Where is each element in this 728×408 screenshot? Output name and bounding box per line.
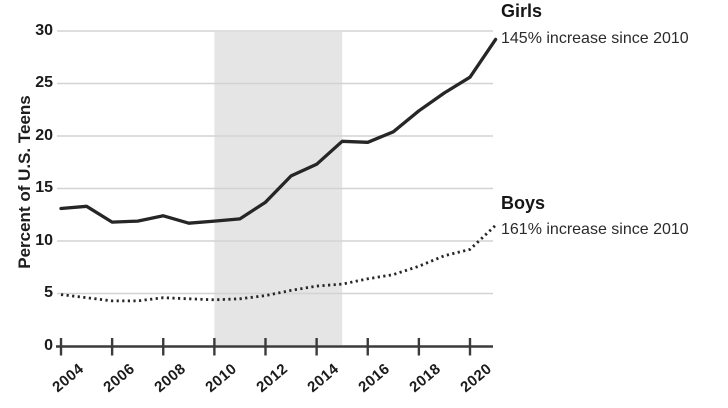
boys-line — [60, 224, 497, 303]
y-tick-label-15: 15 — [35, 179, 53, 196]
y-tick-label-0: 0 — [44, 337, 53, 354]
y-tick-label-25: 25 — [35, 74, 53, 91]
girls-series-label: Girls — [501, 1, 543, 21]
girls-series-annotation: 145% increase since 2010 — [501, 30, 689, 47]
y-tick-label-10: 10 — [35, 232, 53, 249]
boys-series-annotation: 161% increase since 2010 — [501, 221, 689, 238]
y-tick-label-5: 5 — [44, 284, 53, 301]
boys-series-label: Boys — [501, 193, 546, 213]
y-tick-label-30: 30 — [35, 22, 53, 39]
girls-line — [59, 37, 498, 225]
y-tick-label-20: 20 — [35, 127, 53, 144]
